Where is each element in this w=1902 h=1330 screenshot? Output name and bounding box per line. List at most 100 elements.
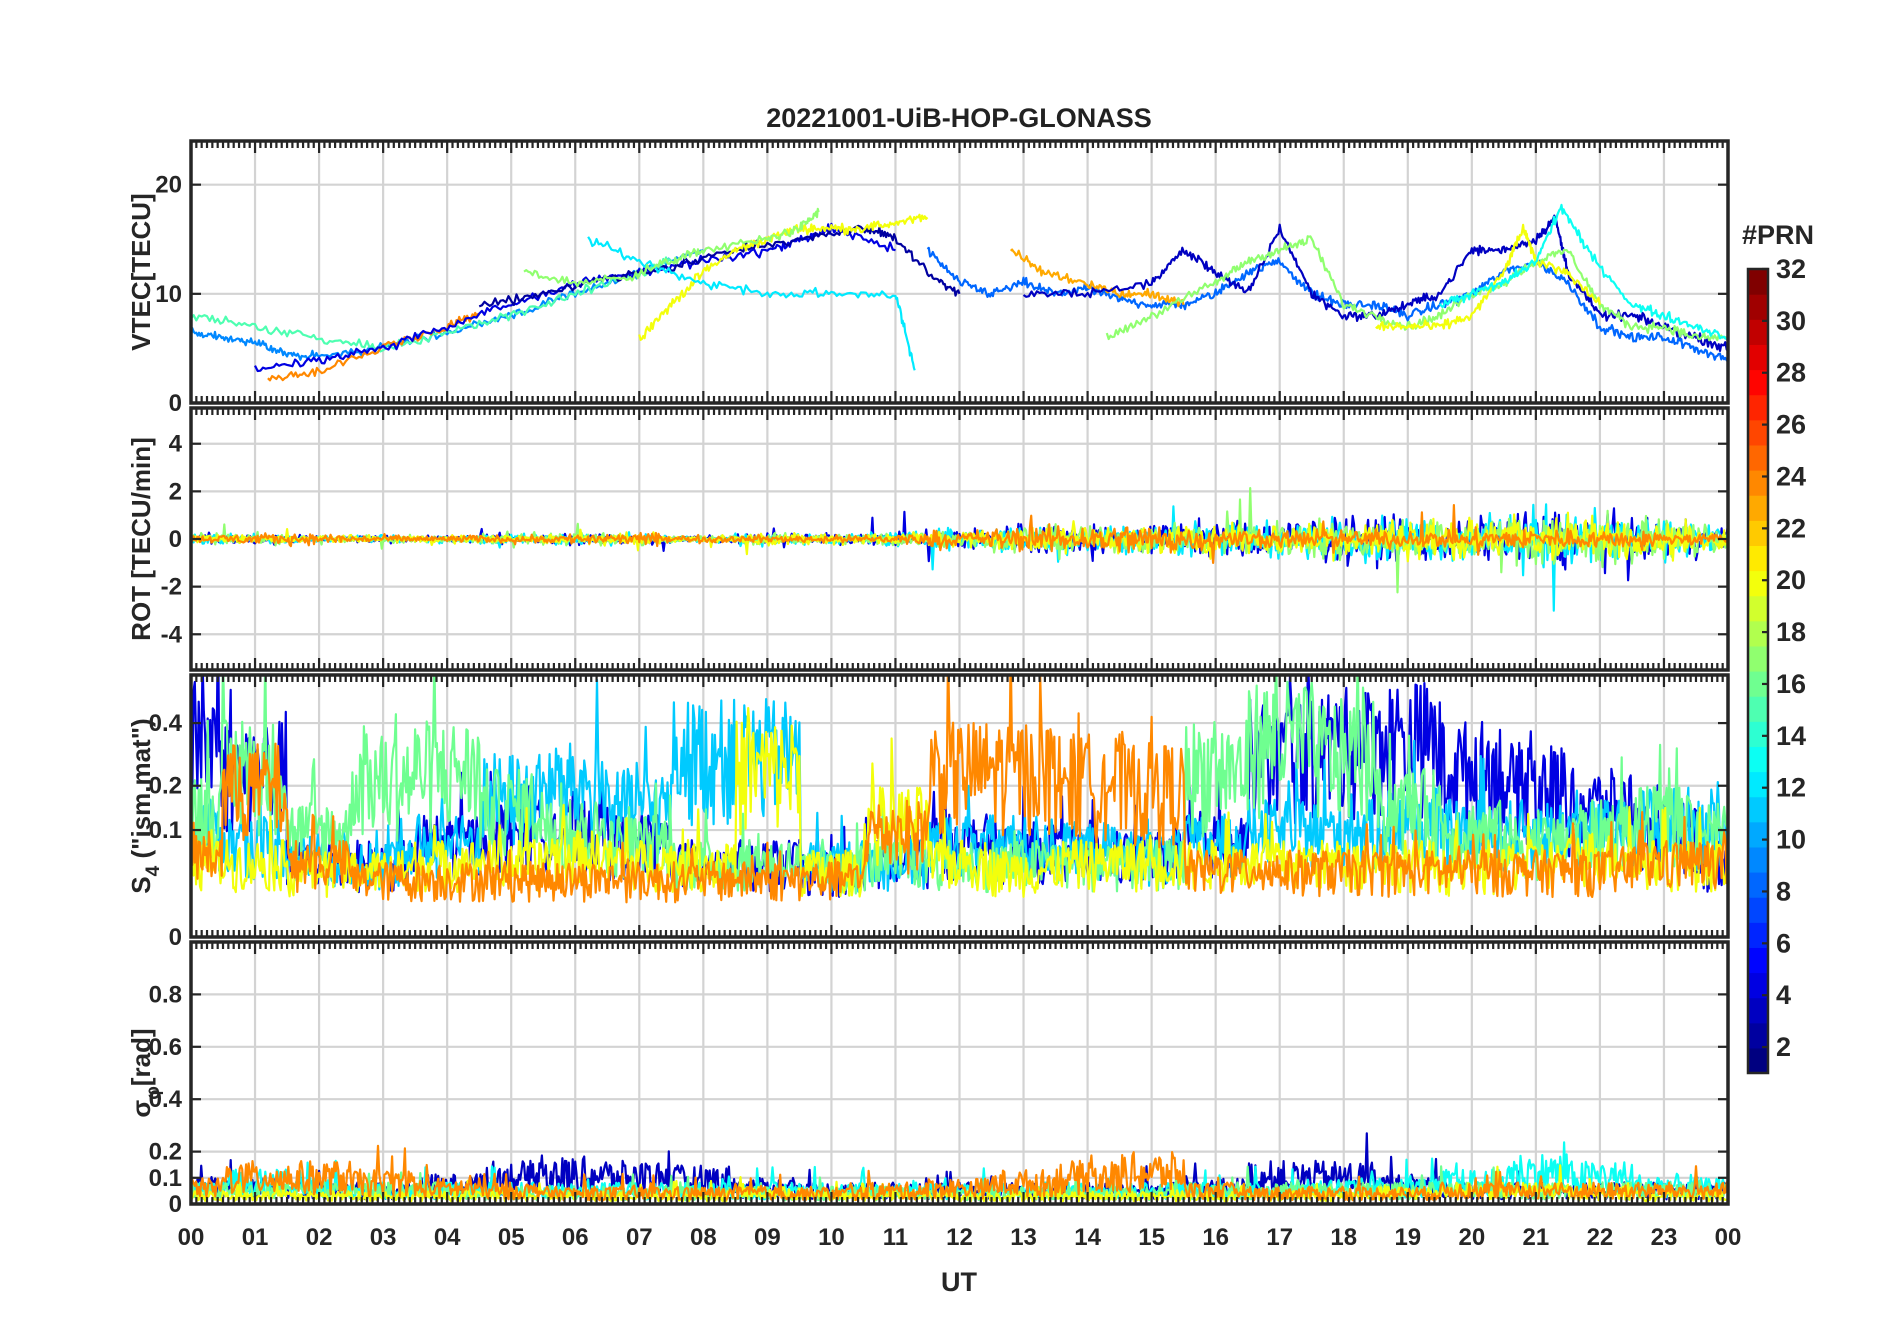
colorbar-band [1748, 1022, 1768, 1049]
y-tick-label: 0.1 [149, 1165, 182, 1192]
x-tick-label: 17 [1266, 1224, 1293, 1251]
y-axis-label-sub: φ [143, 1086, 164, 1100]
x-tick-label: 20 [1458, 1224, 1485, 1251]
colorbar-band [1748, 495, 1768, 521]
series-prn-17 [523, 207, 820, 288]
colorbar-tick-label: 14 [1776, 721, 1806, 751]
x-tick-label: 08 [690, 1224, 717, 1251]
panel-2: -4 -2 0 2 4 ROT [TECU/min] [126, 406, 1730, 672]
y-tick-label: 4 [169, 431, 183, 458]
colorbar-band [1748, 796, 1768, 823]
colorbar-tick-label: 28 [1776, 358, 1806, 388]
series-prn-2 [478, 224, 961, 308]
y-axis-label-main: σ [126, 1100, 156, 1118]
y-tick-label: 2 [169, 478, 182, 505]
series-prn-24 [191, 504, 1728, 564]
series-prn-23 [1009, 248, 1185, 308]
colorbar-band [1748, 444, 1768, 471]
series-group [191, 203, 1728, 382]
y-tick-label: 0.6 [149, 1034, 182, 1061]
y-axis-label: ROT [TECU/min] [126, 437, 156, 641]
y-axis-label-rest: ("ism.mat") [126, 718, 156, 865]
y-tick-label: -2 [161, 574, 182, 601]
x-tick-label: 06 [562, 1224, 589, 1251]
colorbar-tick-label: 6 [1776, 928, 1791, 958]
colorbar-band [1748, 897, 1768, 923]
series-prn-20 [1375, 223, 1601, 332]
y-axis-label-rest: [rad] [126, 1028, 156, 1086]
series-group [191, 675, 1728, 904]
y-tick-label: 0.4 [149, 710, 183, 737]
colorbar-band [1748, 319, 1768, 345]
x-tick-label: 19 [1394, 1224, 1421, 1251]
colorbar-band [1748, 1047, 1768, 1074]
x-tick-label: 23 [1651, 1224, 1678, 1251]
colorbar-band [1748, 419, 1768, 446]
y-tick-label: 0 [169, 526, 182, 553]
panel-3: 00.10.20.4S4 ("ism.mat") [126, 673, 1730, 951]
colorbar-tick-label: 20 [1776, 565, 1806, 595]
colorbar-band [1748, 922, 1768, 948]
x-tick-label: 21 [1523, 1224, 1550, 1251]
y-axis-label-main: S [126, 876, 156, 893]
x-tick-label: 09 [754, 1224, 781, 1251]
colorbar-band [1748, 872, 1768, 898]
x-tick-label: 18 [1330, 1224, 1357, 1251]
colorbar-tick-label: 8 [1776, 876, 1791, 906]
colorbar-band [1748, 947, 1768, 974]
x-tick-label: 07 [626, 1224, 653, 1251]
x-axis-label: UT [941, 1267, 977, 1297]
x-tick-label: 13 [1010, 1224, 1037, 1251]
colorbar-tick-label: 4 [1776, 980, 1791, 1010]
x-tick-labels: 00 01 02 03 04 05 06 07 08 09 10 11 12 13 14 15 16 17 18 19… [178, 1224, 1742, 1251]
colorbar-tick-label: 2 [1776, 1032, 1791, 1062]
colorbar-band [1748, 394, 1768, 421]
y-tick-label: 0 [169, 924, 182, 951]
colorbar-band [1748, 369, 1768, 396]
y-tick-label: 0.8 [149, 981, 182, 1008]
x-tick-label: 22 [1587, 1224, 1614, 1251]
colorbar-tick-label: 18 [1776, 617, 1806, 647]
colorbar-frame [1746, 267, 1770, 1075]
y-axis-label: S4 ("ism.mat") [126, 718, 164, 893]
colorbar-tick-label: 32 [1776, 254, 1806, 284]
colorbar-tick-label: 26 [1776, 410, 1806, 440]
x-tick-label: 00 [178, 1224, 205, 1251]
y-tick-label: 0.1 [149, 817, 182, 844]
y-axis-label-sub: 4 [143, 865, 164, 876]
colorbar-tick-label: 22 [1776, 513, 1806, 543]
chart-title: 20221001-UiB-HOP-GLONASS [766, 103, 1152, 133]
colorbar-band [1748, 520, 1768, 546]
colorbar-band [1748, 269, 1768, 295]
y-tick-label: 20 [155, 172, 182, 199]
y-tick-label: 0.2 [149, 1139, 182, 1166]
colorbar-band [1748, 570, 1768, 597]
series-prn-13 [1438, 203, 1728, 341]
colorbar-band [1748, 645, 1768, 672]
x-tick-label: 00 [1715, 1224, 1742, 1251]
series-prn-8 [926, 246, 1728, 362]
colorbar-tick-label: 12 [1776, 773, 1806, 803]
series-prn-17 [1105, 235, 1728, 342]
y-axis-label: σφ[rad] [126, 1028, 164, 1117]
colorbar-tick-label: 30 [1776, 306, 1806, 336]
colorbar-band [1748, 344, 1768, 371]
series-group [191, 487, 1728, 612]
panel-4: 00.10.2 0.4 0.6 0.8 σφ[rad] [126, 940, 1730, 1218]
colorbar-tick-label: 24 [1776, 461, 1806, 491]
x-tick-label: 15 [1138, 1224, 1165, 1251]
x-tick-label: 10 [818, 1224, 845, 1251]
colorbar-band [1748, 972, 1768, 999]
series-prn-13 [191, 1141, 1728, 1201]
colorbar-band [1748, 846, 1768, 873]
colorbar-title: #PRN [1742, 220, 1814, 250]
y-tick-label: -4 [161, 621, 183, 648]
x-tick-label: 12 [946, 1224, 973, 1251]
colorbar-tick-label: 10 [1776, 825, 1806, 855]
colorbar-band [1748, 545, 1768, 572]
colorbar-band [1748, 294, 1768, 320]
colorbar-band [1748, 671, 1768, 697]
